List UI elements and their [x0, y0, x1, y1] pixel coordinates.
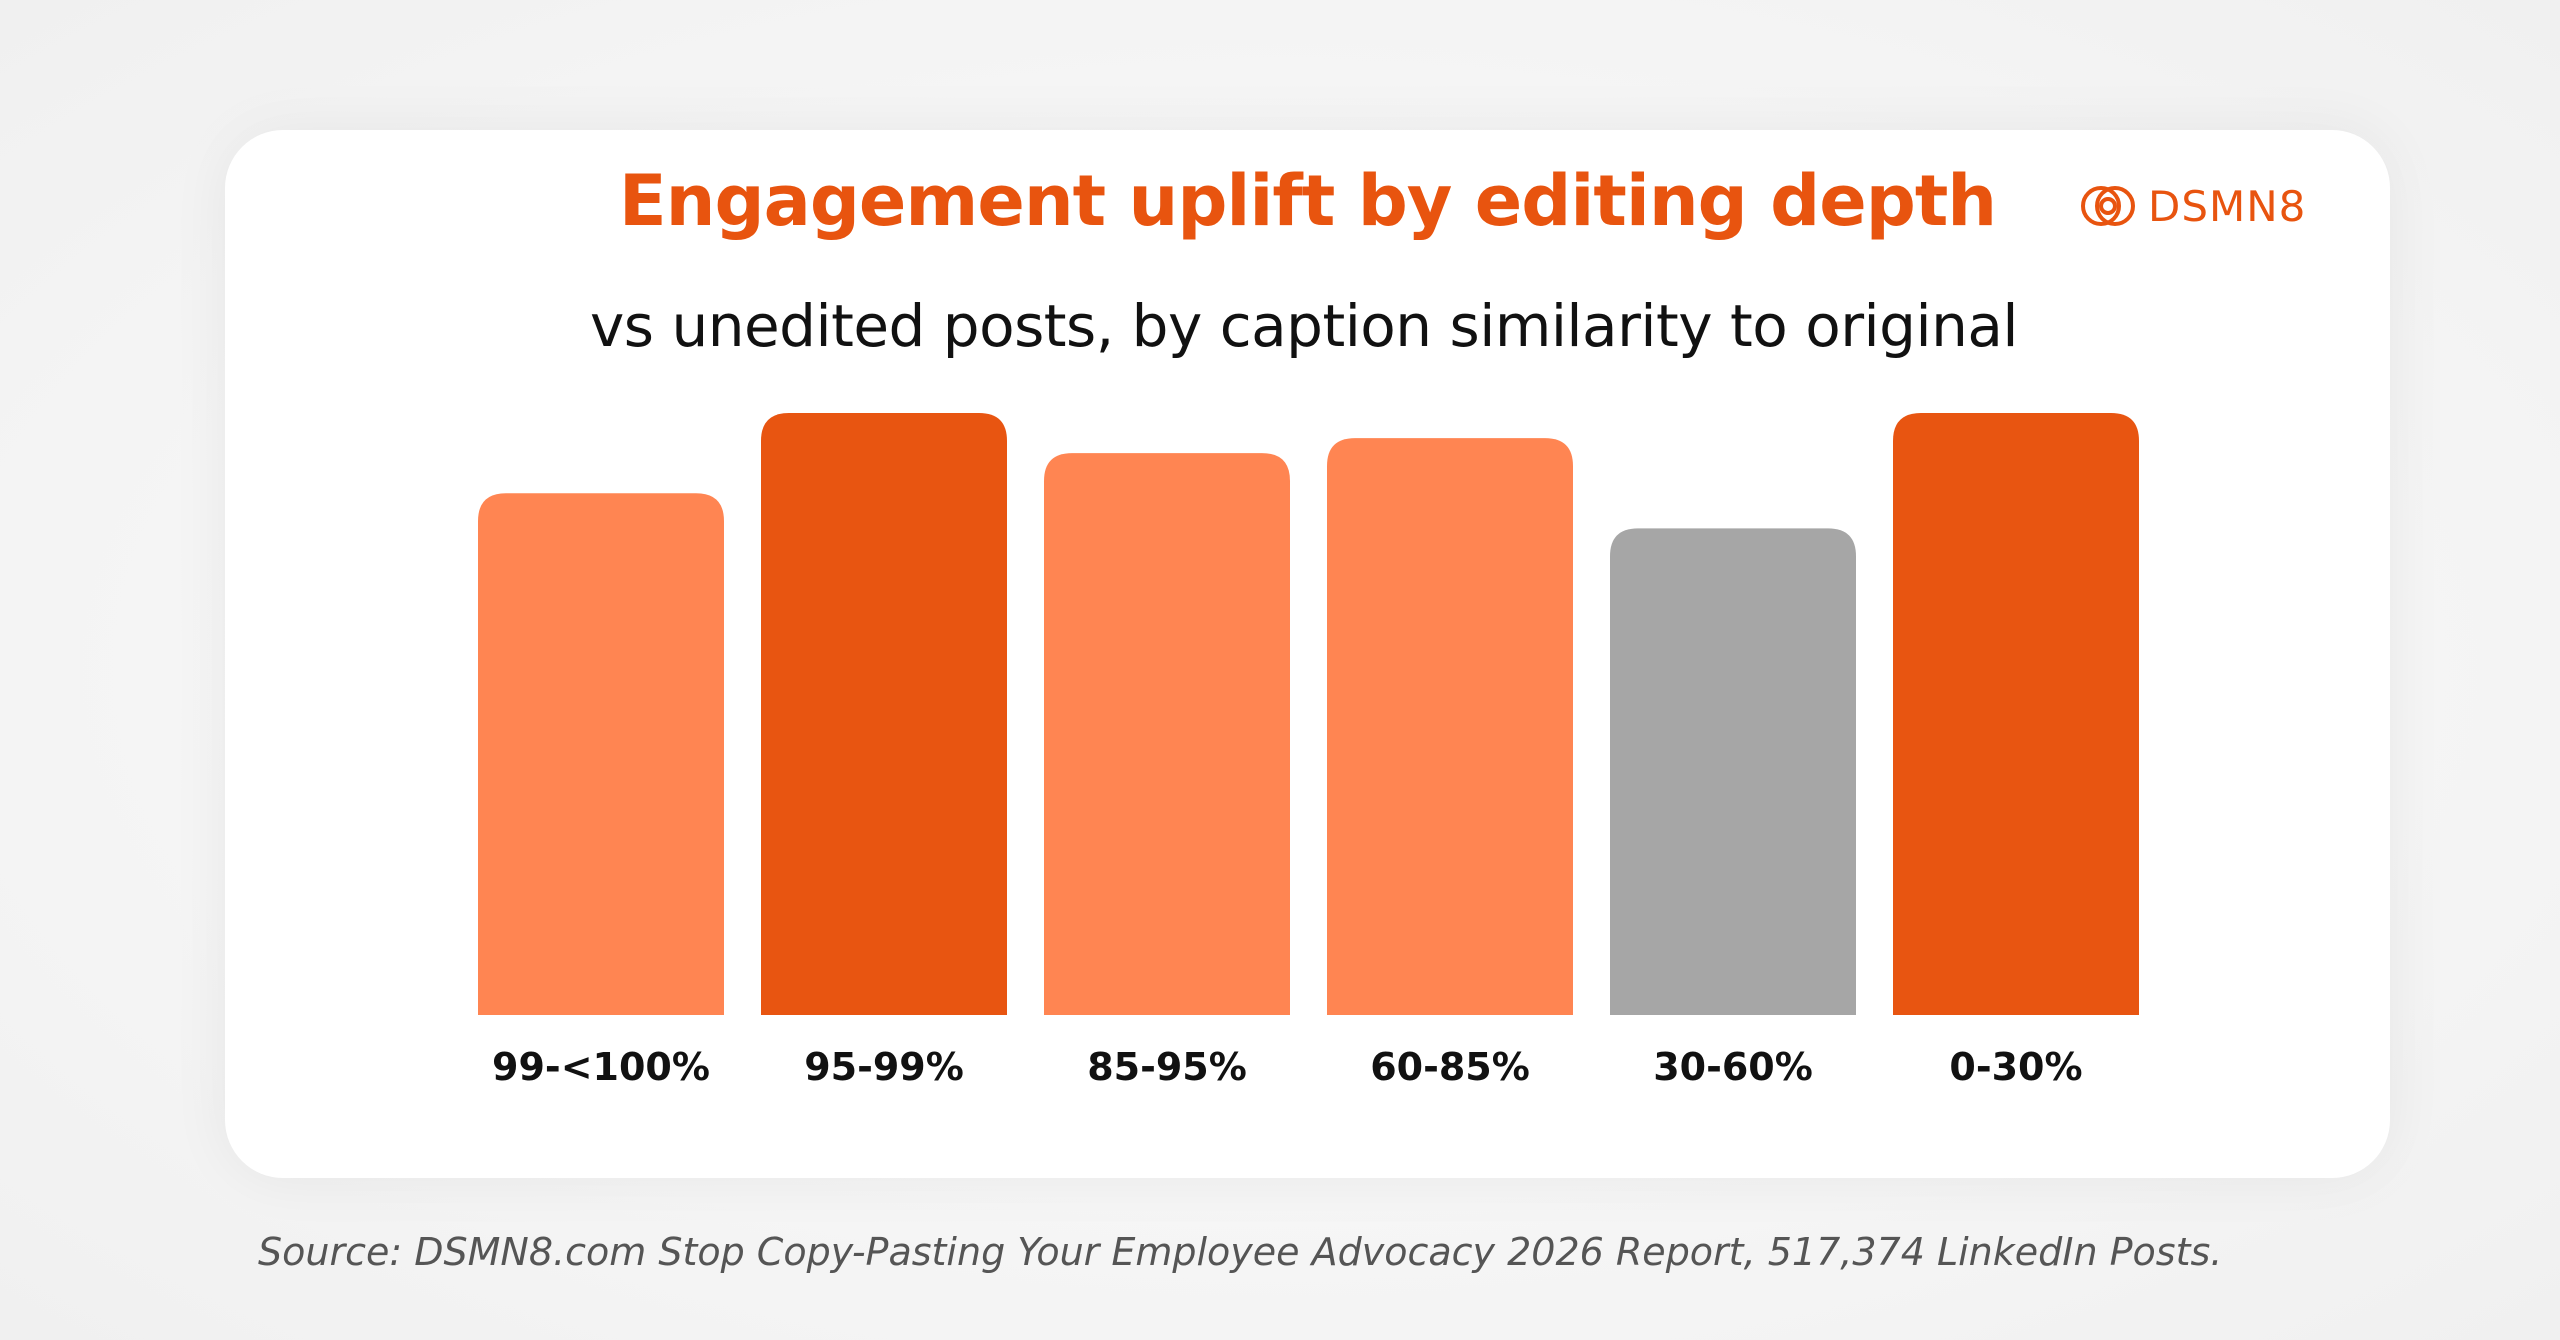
chart-title: Engagement uplift by editing depth: [618, 160, 1997, 242]
bar-95-99%: [761, 413, 1007, 1015]
brand-name: DSMN8: [2148, 181, 2307, 231]
x-tick-label: 0-30%: [1949, 1045, 2082, 1089]
dsmn8-logo-icon: [2080, 180, 2138, 232]
x-tick-label: 85-95%: [1087, 1045, 1247, 1089]
bar-85-95%: [1044, 453, 1290, 1016]
bar-60-85%: [1327, 438, 1573, 1015]
x-tick-label: 99-<100%: [492, 1045, 710, 1089]
bar-30-60%: [1610, 528, 1856, 1015]
x-tick-label: 95-99%: [804, 1045, 964, 1089]
x-tick-label: 60-85%: [1370, 1045, 1530, 1089]
chart-subtitle: vs unedited posts, by caption similarity…: [589, 292, 2019, 360]
bar-99-<100%: [478, 493, 724, 1015]
brand-logo: DSMN8: [2080, 176, 2306, 236]
bar-0-30%: [1893, 413, 2139, 1015]
source-note: Source: DSMN8.com Stop Copy-Pasting Your…: [258, 1230, 2223, 1274]
x-tick-label: 30-60%: [1653, 1045, 1813, 1089]
